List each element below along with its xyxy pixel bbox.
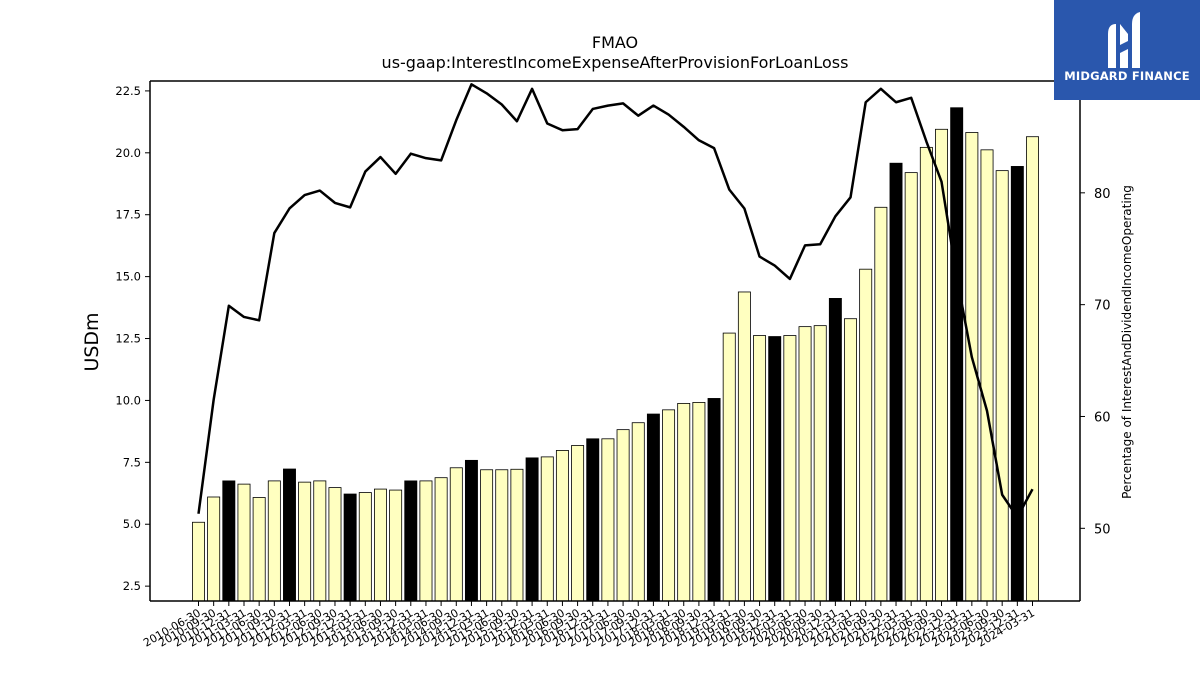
bar xyxy=(419,480,433,602)
bar xyxy=(1026,136,1039,602)
bar xyxy=(464,459,478,602)
bar xyxy=(480,469,494,602)
bar xyxy=(935,128,948,602)
bar xyxy=(343,493,357,602)
bar xyxy=(783,335,797,602)
y-tick-label: 20.0 xyxy=(115,146,141,160)
bar xyxy=(874,206,888,602)
bar xyxy=(510,468,524,602)
y2-tick-label: 50 xyxy=(1094,522,1111,537)
bar xyxy=(373,488,387,602)
bar xyxy=(965,132,979,602)
bar xyxy=(571,445,585,602)
bar xyxy=(722,332,736,602)
bar xyxy=(1010,166,1024,602)
bar xyxy=(768,336,782,602)
bar xyxy=(495,469,509,602)
bar xyxy=(313,480,327,602)
y-tick-label: 15.0 xyxy=(115,270,141,284)
bar xyxy=(328,487,342,602)
brand-name: MIDGARD FINANCE xyxy=(1064,69,1190,83)
bar xyxy=(707,398,721,602)
bar xyxy=(904,172,918,602)
bar xyxy=(404,480,418,602)
bar xyxy=(237,483,251,602)
bar xyxy=(601,438,615,602)
y2-tick-label: 60 xyxy=(1094,410,1111,425)
bar xyxy=(298,481,312,602)
y-tick-label: 7.5 xyxy=(123,455,141,469)
y-tick-label: 2.5 xyxy=(123,579,141,593)
bar xyxy=(267,480,281,602)
x-axis-ticks: 2010-06-302010-09-302010-12-312011-03-31… xyxy=(141,601,1037,650)
bar xyxy=(252,497,266,602)
bar xyxy=(616,429,630,602)
chart-subtitle: us-gaap:InterestIncomeExpenseAfterProvis… xyxy=(382,53,849,72)
bar xyxy=(677,402,691,602)
bar xyxy=(813,325,827,602)
bar xyxy=(798,326,812,602)
bar xyxy=(692,402,706,602)
y2-tick-label: 80 xyxy=(1094,187,1111,202)
y2-axis-label: Percentage of InterestAndDividendIncomeO… xyxy=(1120,185,1134,499)
y-tick-label: 10.0 xyxy=(115,393,141,407)
bar xyxy=(828,298,842,602)
chart-title: FMAO xyxy=(592,33,638,52)
y-tick-label: 12.5 xyxy=(115,332,141,346)
bar xyxy=(737,291,751,602)
bar xyxy=(844,318,857,602)
bar xyxy=(222,480,236,602)
bar xyxy=(980,149,994,602)
bar xyxy=(995,170,1009,602)
bar xyxy=(919,146,933,602)
brand-logo: MIDGARD FINANCE xyxy=(1054,0,1200,100)
bar xyxy=(525,457,539,602)
bar xyxy=(662,409,676,602)
bar xyxy=(555,450,569,602)
bar xyxy=(192,521,205,602)
bar xyxy=(207,496,221,602)
bar xyxy=(950,107,964,602)
bar xyxy=(631,422,645,602)
y-axis-label: USDm xyxy=(81,312,103,371)
bar xyxy=(646,413,660,602)
midgard-logo-icon xyxy=(1108,12,1140,68)
ratio-line-series xyxy=(197,83,1034,519)
bar xyxy=(449,467,463,602)
bar xyxy=(540,456,554,602)
y2-axis-ticks: 50 60 70 80 xyxy=(1080,187,1111,537)
bar xyxy=(753,335,767,602)
y2-tick-label: 70 xyxy=(1094,299,1111,314)
bar xyxy=(586,438,600,602)
y-tick-label: 5.0 xyxy=(123,517,141,531)
y-tick-label: 17.5 xyxy=(115,208,141,222)
bar-series xyxy=(192,107,1039,602)
y-axis-ticks: 2.5 5.0 7.5 10.0 12.5 15.0 17.5 20.0 22.5 xyxy=(115,84,150,593)
bar xyxy=(358,492,372,602)
bar xyxy=(283,468,296,602)
bar xyxy=(389,489,403,602)
ratio-line xyxy=(197,83,1034,519)
bar xyxy=(889,162,903,602)
bar xyxy=(859,268,873,602)
y-tick-label: 22.5 xyxy=(115,84,141,98)
bar xyxy=(434,477,448,602)
